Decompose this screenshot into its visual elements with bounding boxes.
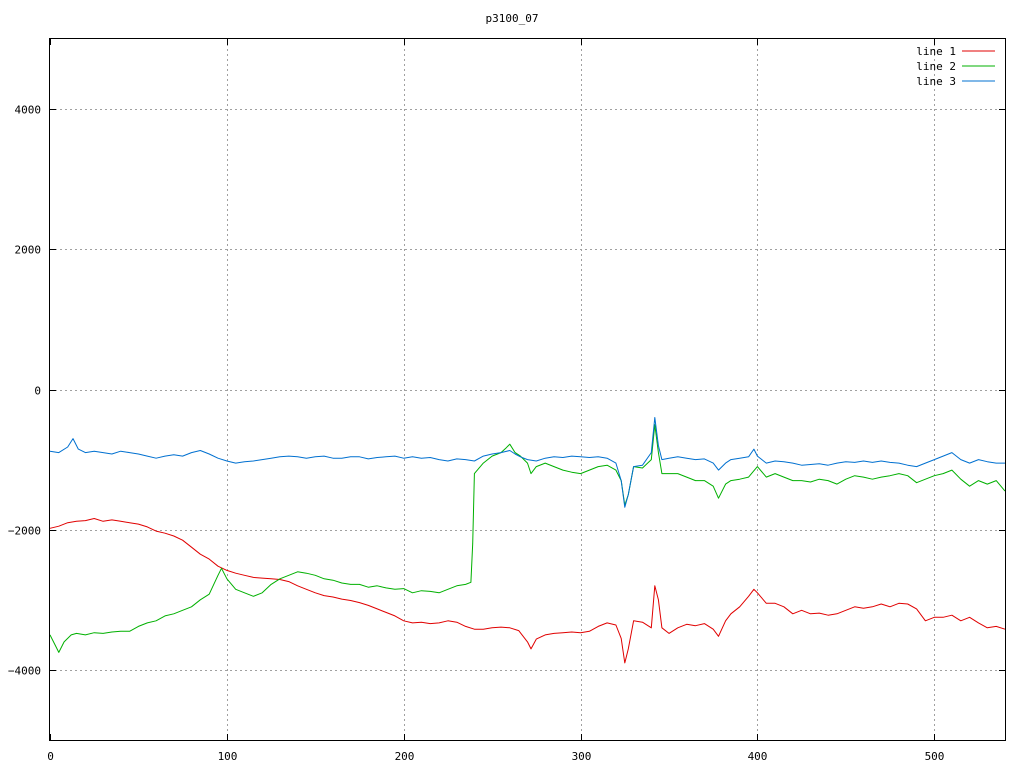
- y-tick-label: 4000: [15, 104, 42, 117]
- x-tick-label: 400: [748, 750, 768, 763]
- series-line-3: [49, 417, 1005, 508]
- legend-label: line 2: [916, 60, 956, 73]
- plot-frame: [49, 38, 1006, 741]
- y-tick-label: −4000: [8, 665, 41, 678]
- x-tick-label: 200: [395, 750, 415, 763]
- series-line-2: [49, 424, 1006, 653]
- axes: 0 100 200 300 400 500 −4000 −2000 0 2000 4000: [8, 39, 1005, 763]
- legend-label: line 1: [916, 45, 956, 58]
- series-lines: [49, 417, 1006, 664]
- x-tick-label: 100: [218, 750, 238, 763]
- chart-title: p3100_07: [486, 12, 539, 25]
- series-line-1: [49, 518, 1006, 664]
- y-tick-label: −2000: [8, 525, 41, 538]
- x-tick-label: 0: [47, 750, 54, 763]
- legend: line 1 line 2 line 3: [916, 45, 995, 88]
- y-tick-label: 2000: [15, 244, 42, 257]
- y-tick-label: 0: [34, 385, 41, 398]
- x-tick-label: 500: [925, 750, 945, 763]
- x-tick-label: 300: [572, 750, 592, 763]
- legend-label: line 3: [916, 75, 956, 88]
- grid-lines: [50, 39, 1005, 740]
